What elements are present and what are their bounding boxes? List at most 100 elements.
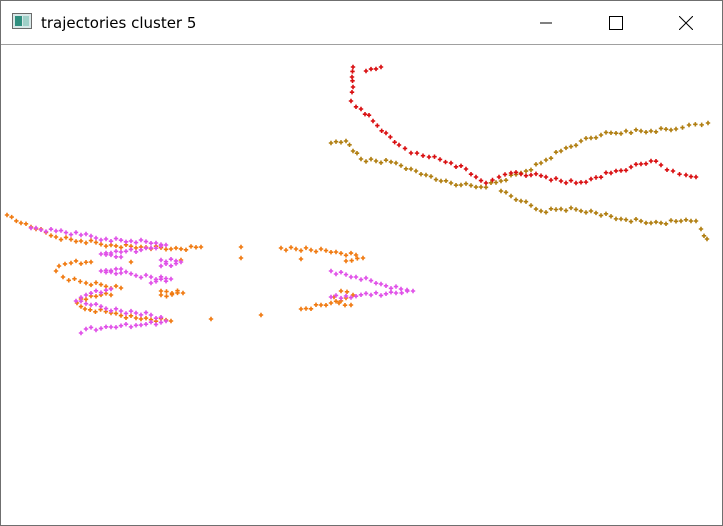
trajectory-point xyxy=(168,318,174,324)
trajectory-point xyxy=(123,322,129,327)
trajectory-point xyxy=(693,122,698,127)
trajectory-point xyxy=(343,272,349,277)
window-title: trajectories cluster 5 xyxy=(41,14,197,32)
minimize-button[interactable] xyxy=(523,1,569,44)
trajectory-point xyxy=(343,253,349,258)
trajectory-point xyxy=(432,154,437,159)
trajectory-point xyxy=(658,220,664,226)
trajectory-point xyxy=(688,174,694,179)
trajectory-point xyxy=(308,306,314,311)
trajectory-point xyxy=(603,130,609,135)
trajectory-point xyxy=(113,306,119,311)
trajectory-point xyxy=(388,134,393,140)
trajectory-point xyxy=(558,148,564,154)
trajectory-point xyxy=(178,246,184,252)
trajectory-point xyxy=(333,139,339,144)
trajectory-point xyxy=(388,159,394,165)
trajectory-point xyxy=(143,310,149,315)
trajectory-point xyxy=(670,168,676,174)
trajectory-point xyxy=(428,174,434,179)
maximize-button[interactable] xyxy=(593,1,639,44)
trajectory-point xyxy=(488,180,494,185)
trajectory-point xyxy=(618,131,624,136)
trajectory-point xyxy=(403,166,409,171)
trajectory-point xyxy=(438,178,444,184)
trajectory-point xyxy=(328,294,334,300)
trajectory-point xyxy=(103,284,109,289)
trajectory-point xyxy=(238,255,244,261)
trajectory-point xyxy=(158,315,164,320)
trajectory-point xyxy=(348,302,354,308)
trajectory-point xyxy=(673,219,679,224)
trajectory-point xyxy=(518,171,524,177)
trajectory-point xyxy=(98,237,104,243)
trajectory-point xyxy=(648,220,654,226)
trajectory-point xyxy=(593,210,599,216)
trajectory-point xyxy=(113,254,119,260)
trajectory-point xyxy=(133,310,139,316)
trajectory-point xyxy=(378,281,384,287)
trajectory-point xyxy=(138,237,144,243)
trajectory-point xyxy=(583,179,589,185)
trajectory-point xyxy=(678,218,684,224)
trajectory-point xyxy=(348,274,354,280)
trajectory-point xyxy=(528,203,534,208)
title-bar[interactable]: trajectories cluster 5 xyxy=(1,1,722,45)
trajectory-2 xyxy=(28,225,416,336)
trajectory-point xyxy=(153,279,159,284)
trajectory-point xyxy=(463,181,469,186)
trajectory-point xyxy=(608,130,614,135)
trajectory-point xyxy=(73,239,79,244)
trajectory-point xyxy=(60,274,66,280)
trajectory-point xyxy=(93,294,99,299)
trajectory-point xyxy=(78,232,84,238)
trajectory-point xyxy=(414,150,420,156)
trajectory-point xyxy=(533,171,539,177)
trajectory-point xyxy=(538,160,544,166)
trajectory-point xyxy=(318,302,324,308)
trajectory-point xyxy=(633,127,639,132)
trajectory-point xyxy=(128,271,134,276)
trajectory-point xyxy=(348,98,354,104)
trajectory-canvas[interactable] xyxy=(1,45,722,525)
trajectory-point xyxy=(143,272,149,278)
trajectory-point xyxy=(133,249,139,254)
trajectory-point xyxy=(103,306,109,311)
trajectory-point xyxy=(123,315,129,320)
trajectory-point xyxy=(664,167,670,172)
trajectory-point xyxy=(158,263,164,269)
trajectory-point xyxy=(648,128,654,134)
trajectory-point xyxy=(83,326,89,332)
trajectory-point xyxy=(158,288,164,294)
trajectory-point xyxy=(103,236,109,242)
trajectory-point xyxy=(618,168,624,173)
trajectory-point xyxy=(148,280,154,286)
trajectory-point xyxy=(108,239,114,244)
trajectory-point xyxy=(350,148,356,154)
close-button[interactable] xyxy=(663,1,709,44)
trajectory-point xyxy=(28,225,34,231)
trajectory-point xyxy=(128,324,134,330)
trajectory-point xyxy=(293,246,299,252)
trajectory-point xyxy=(333,299,339,304)
trajectory-point xyxy=(443,159,448,165)
trajectory-point xyxy=(413,168,419,174)
trajectory-point xyxy=(88,259,94,265)
trajectory-point xyxy=(138,322,144,328)
trajectory-point xyxy=(118,308,124,314)
trajectory-point xyxy=(343,293,349,299)
trajectory-point xyxy=(133,273,139,278)
trajectory-point xyxy=(158,257,164,263)
trajectory-point xyxy=(103,288,109,293)
trajectory-point xyxy=(354,151,360,156)
trajectory-point xyxy=(78,330,84,336)
trajectory-point xyxy=(463,166,469,172)
trajectory-point xyxy=(128,238,134,244)
trajectory-point xyxy=(98,290,104,295)
trajectory-point xyxy=(138,316,144,322)
trajectory-point xyxy=(388,290,394,295)
trajectory-point xyxy=(328,140,334,146)
trajectory-point xyxy=(392,140,397,145)
trajectory-point xyxy=(113,325,119,330)
trajectory-point xyxy=(208,316,214,322)
